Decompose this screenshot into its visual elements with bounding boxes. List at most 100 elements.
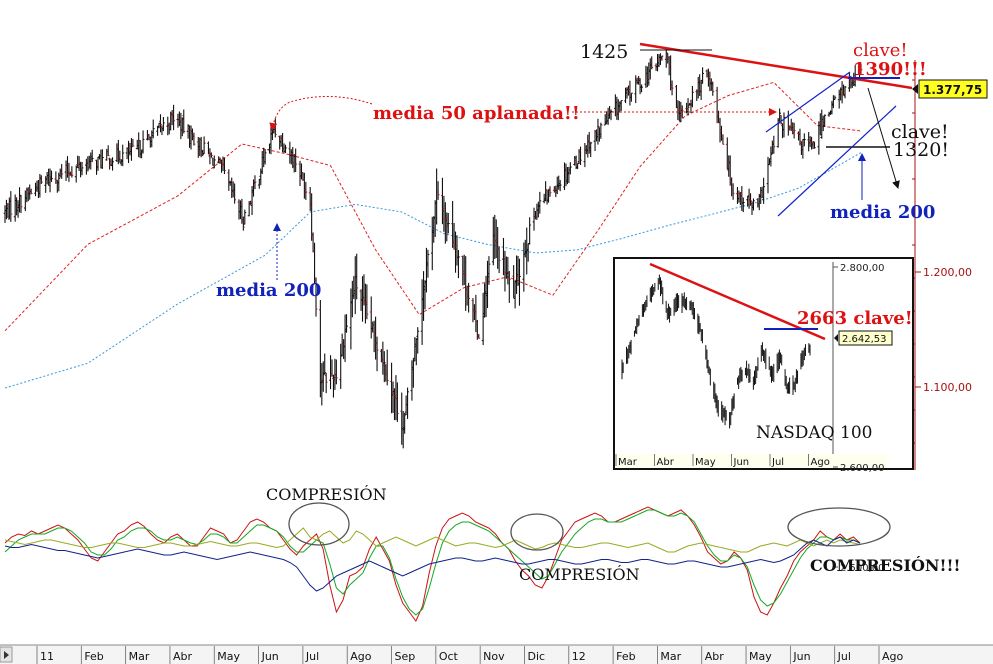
current-price-value: 1.377,75 xyxy=(923,83,982,97)
price-bar xyxy=(741,197,745,213)
price-bar xyxy=(579,146,582,166)
price-bar xyxy=(209,152,213,158)
media50-arrow-left xyxy=(269,96,373,131)
price-bar xyxy=(802,133,806,147)
price-bar xyxy=(74,165,78,183)
date-axis-label: 11 xyxy=(40,650,54,663)
price-bar xyxy=(9,191,13,222)
price-bar xyxy=(406,387,409,419)
price-bar xyxy=(843,85,847,99)
price-bar xyxy=(314,277,318,317)
oscillator-green-line xyxy=(4,509,861,616)
resistance-trendline xyxy=(639,42,913,90)
date-axis-label: Jun xyxy=(261,650,279,663)
price-bar xyxy=(218,157,222,165)
price-bar xyxy=(151,119,155,139)
price-bar xyxy=(619,100,623,111)
inset-price-tag: 2.642,53 xyxy=(834,330,893,346)
price-bar xyxy=(80,161,84,176)
price-bar xyxy=(538,191,542,214)
price-bar xyxy=(131,138,135,147)
price-bar xyxy=(241,216,245,231)
inset-axis-label: 2.600,00 xyxy=(840,463,885,474)
label-1320: 1320! xyxy=(893,139,949,161)
price-bar xyxy=(640,84,643,93)
price-bar xyxy=(223,157,226,175)
inset-date-label: Jul xyxy=(771,457,784,468)
price-bar xyxy=(382,351,386,383)
price-bar xyxy=(497,246,501,274)
compresion-ellipse-1 xyxy=(288,502,350,546)
channel-lower-line xyxy=(777,105,897,217)
down-projection-arrow xyxy=(867,87,900,189)
price-bar xyxy=(284,144,287,154)
annotation-layer: 1425 clave! 1390!!! clave! 1320! media 5… xyxy=(216,40,949,301)
price-bar xyxy=(664,49,668,68)
price-bar xyxy=(130,138,133,161)
price-bar xyxy=(90,149,94,163)
oscillator-panel: COMPRESIÓN COMPRESIÓN COMPRESIÓN!!! xyxy=(4,484,961,622)
date-axis-label: Feb xyxy=(616,650,635,663)
nasdaq-inset: 2.800,00 2.600,00 2.500,00 2.642,53 2663 c… xyxy=(613,257,914,574)
price-bar xyxy=(50,170,53,182)
price-bar xyxy=(629,92,633,102)
price-bar xyxy=(304,181,308,200)
price-bar xyxy=(182,109,186,134)
price-bar xyxy=(446,212,450,234)
date-axis-label: Nov xyxy=(483,650,505,663)
price-bar xyxy=(528,217,532,245)
price-bar xyxy=(324,372,328,394)
price-bar xyxy=(243,209,247,225)
price-bar xyxy=(121,144,125,167)
price-bar xyxy=(833,95,837,101)
price-bars-layer xyxy=(3,49,863,449)
sma50-line xyxy=(4,81,862,332)
price-bar xyxy=(811,141,815,149)
price-bar xyxy=(762,177,766,204)
price-bar xyxy=(159,114,162,133)
sma200-line xyxy=(4,152,862,389)
inset-axis-label: 2.800,00 xyxy=(840,263,885,274)
price-bar xyxy=(233,183,237,204)
price-bar xyxy=(141,130,145,154)
price-bar xyxy=(365,284,369,320)
price-bar xyxy=(192,132,196,146)
price-bar xyxy=(60,164,64,179)
price-bar xyxy=(106,145,110,157)
price-bar xyxy=(426,249,430,278)
price-axis-label: 1.100,00 xyxy=(923,381,972,394)
price-bar xyxy=(70,166,74,178)
price-bar xyxy=(660,55,664,61)
channel-upper-line xyxy=(765,71,851,133)
inset-date-label: May xyxy=(695,457,716,468)
main-price-panel: 1.200,00 1.100,00 xyxy=(3,49,972,470)
price-axis-ticks: 1.200,00 1.100,00 xyxy=(912,79,972,444)
inset-date-label: Jun xyxy=(733,457,750,468)
price-bar xyxy=(201,149,205,157)
date-axis-label: 12 xyxy=(572,650,586,663)
label-clave-top: clave! xyxy=(853,40,908,61)
date-axis-label: Sep xyxy=(395,650,416,663)
price-bar xyxy=(686,98,690,116)
price-bar xyxy=(650,56,654,70)
price-bar xyxy=(375,336,379,372)
price-bar xyxy=(86,156,90,172)
price-bar xyxy=(162,116,165,132)
price-bar xyxy=(798,128,802,146)
date-axis-label: Abr xyxy=(705,650,725,663)
price-bar xyxy=(711,81,715,96)
price-bar xyxy=(568,162,572,175)
price-bar xyxy=(323,353,327,375)
price-bar xyxy=(294,148,298,173)
price-bar xyxy=(599,122,603,139)
price-bar xyxy=(769,146,773,167)
price-bar xyxy=(39,175,43,184)
date-axis-label: Feb xyxy=(84,650,103,663)
price-bar xyxy=(111,157,114,171)
compresion-ellipse-2 xyxy=(510,513,564,551)
label-nasdaq: NASDAQ 100 xyxy=(756,423,873,443)
price-bar xyxy=(345,314,348,333)
price-bar xyxy=(779,115,783,125)
inset-date-label: Abr xyxy=(657,457,675,468)
sma50-layer xyxy=(4,81,862,332)
